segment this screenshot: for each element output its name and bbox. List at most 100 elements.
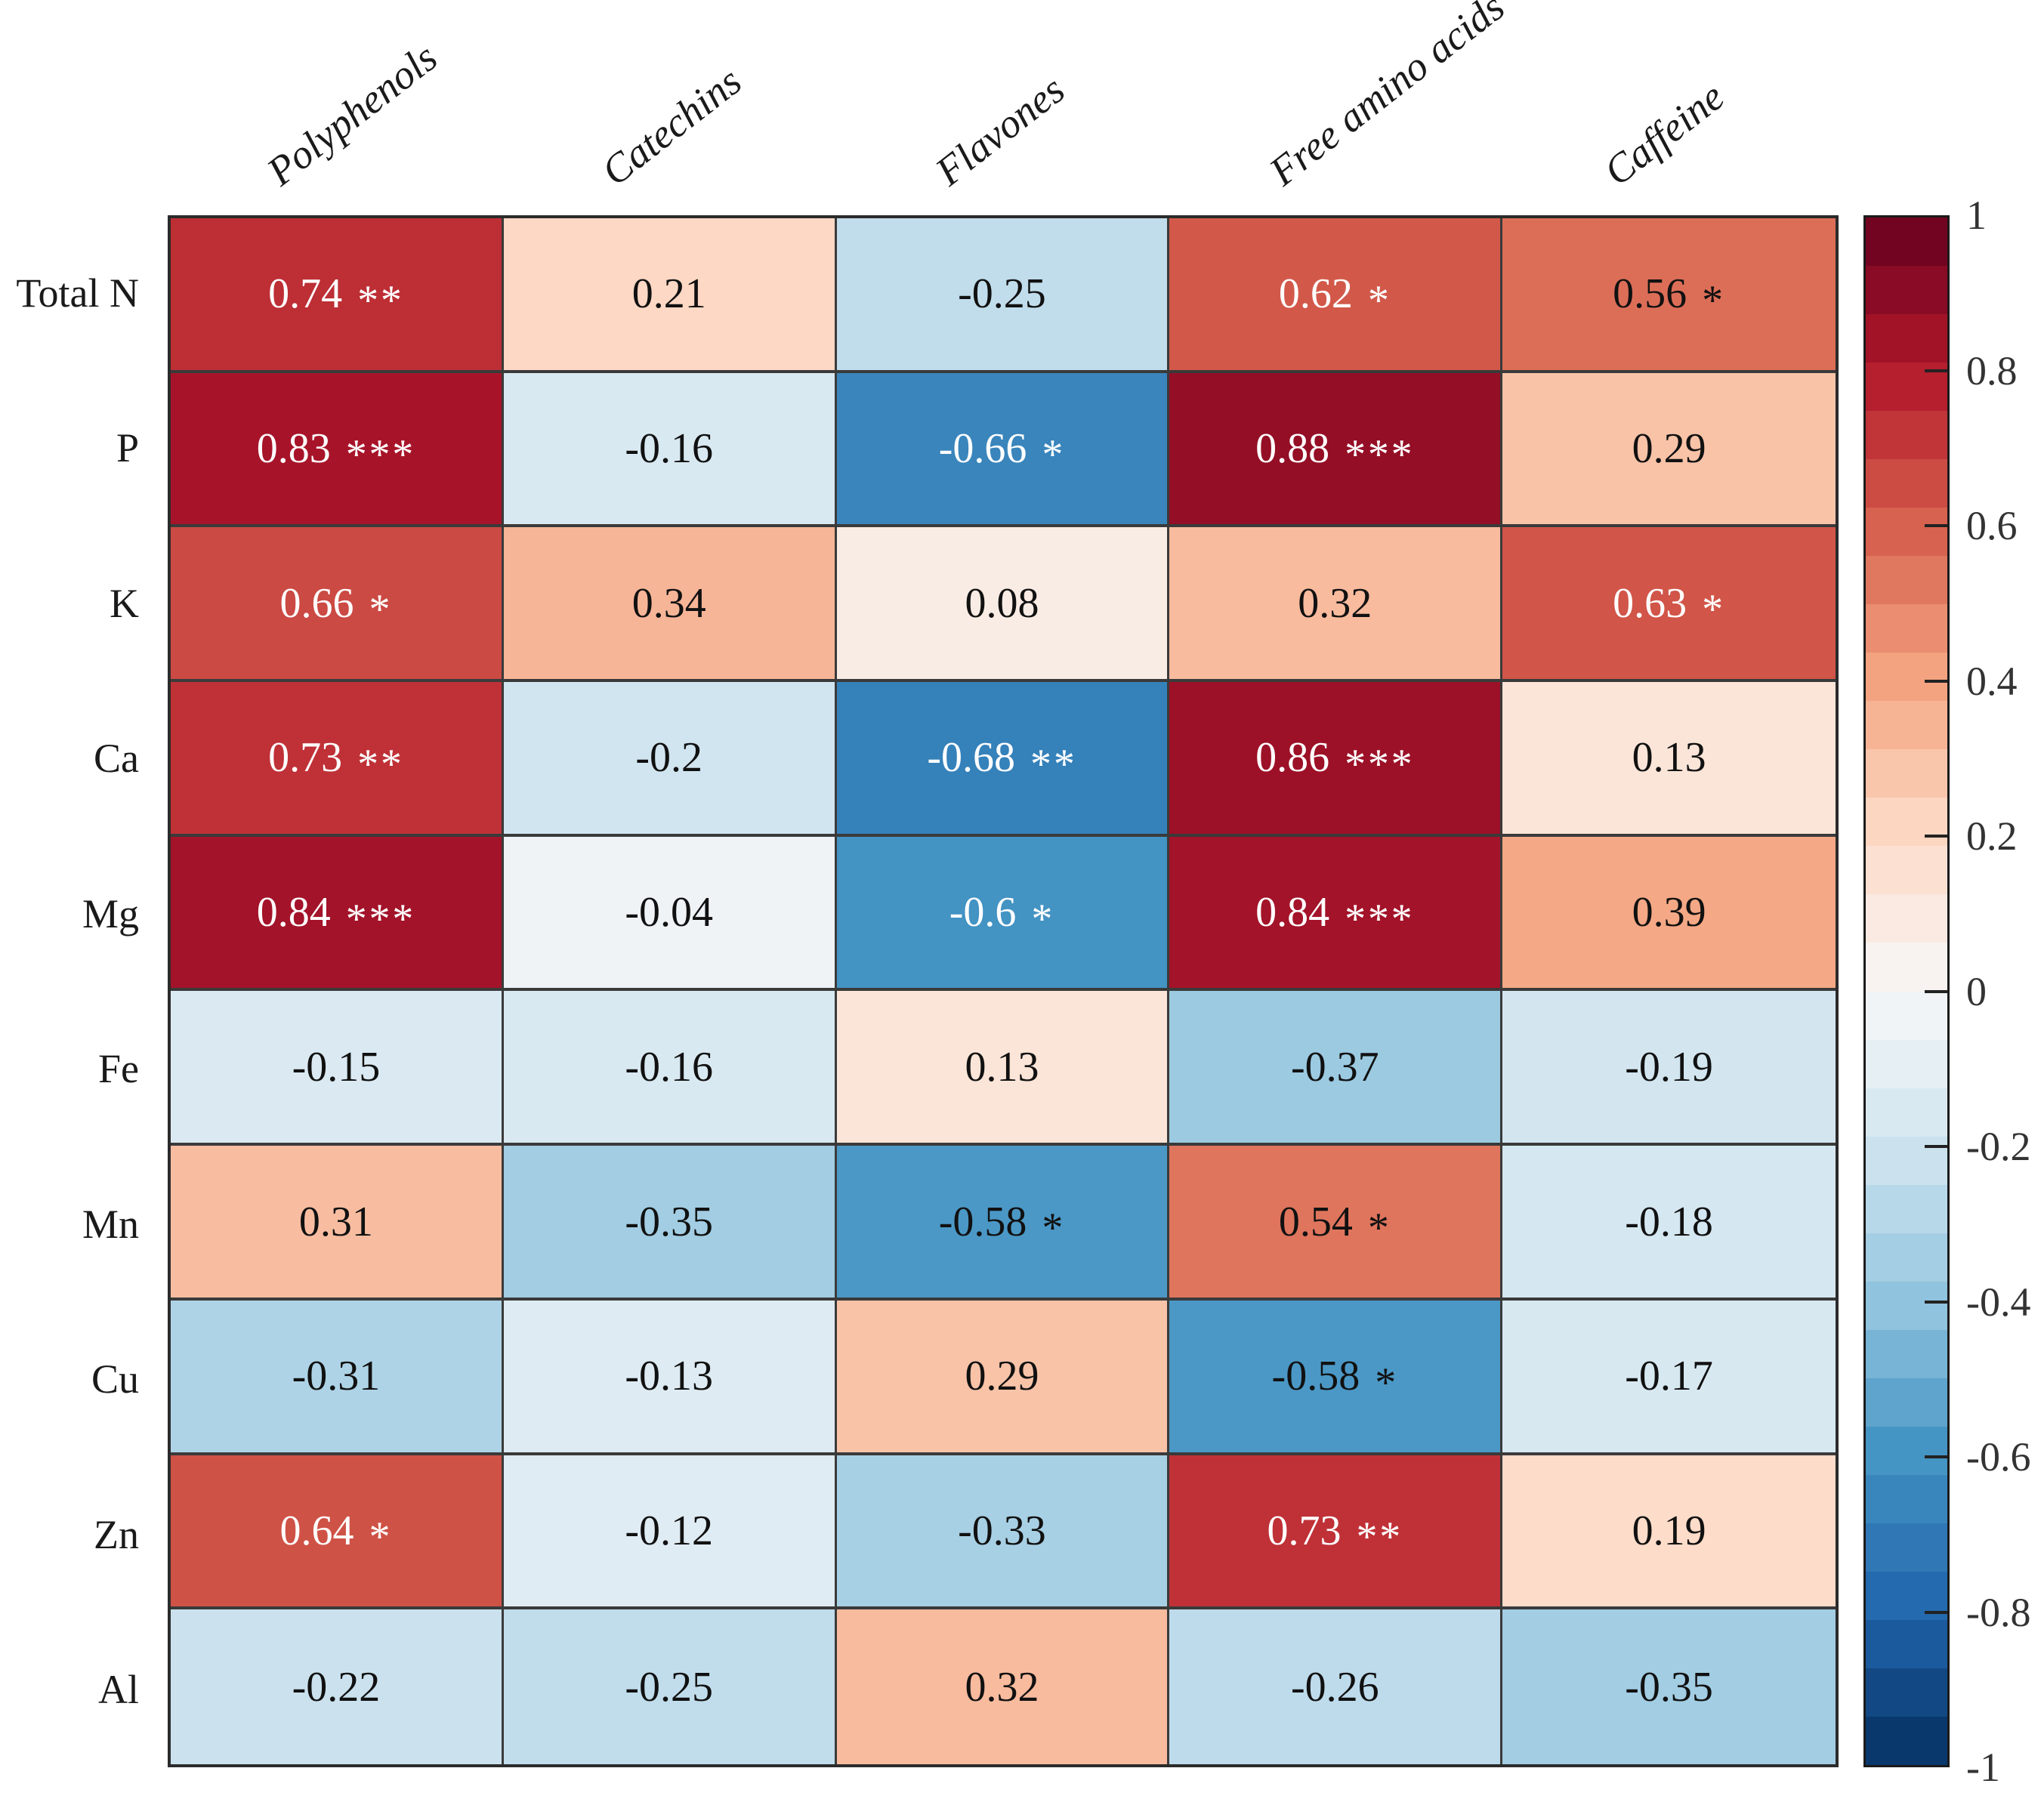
significance-stars: *** (1345, 895, 1415, 943)
colorbar-step (1866, 1136, 1947, 1185)
row-label: K (110, 580, 139, 626)
colorbar-step (1866, 1716, 1947, 1765)
cell-value: 0.29 (965, 1353, 1039, 1400)
cell-value: -0.17 (1625, 1353, 1713, 1400)
heatmap-cell: -0.35 (1502, 1609, 1836, 1764)
heatmap-cell: 0.83 *** (171, 372, 504, 528)
colorbar-tick-label: -0.4 (1966, 1279, 2031, 1325)
cell-value: -0.31 (292, 1353, 381, 1400)
colorbar-tick (1925, 1300, 1947, 1304)
colorbar-step (1866, 604, 1947, 653)
cell-value: 0.86 (1255, 734, 1330, 782)
cell-value: 0.08 (965, 579, 1039, 627)
colorbar-step (1866, 798, 1947, 847)
cell-value: 0.54 (1278, 1198, 1353, 1245)
cell-value: -0.26 (1290, 1663, 1379, 1711)
colorbar-tick-label: 1 (1966, 193, 1987, 238)
cell-value: 0.34 (631, 579, 706, 627)
heatmap-cell: 0.74 ** (171, 218, 504, 373)
cell-value: 0.64 (279, 1507, 354, 1554)
heatmap-cell: -0.58 * (836, 1146, 1170, 1301)
cell-value: -0.2 (635, 734, 703, 782)
heatmap-cell: 0.86 *** (1169, 682, 1503, 837)
heatmap-cell: 0.19 (1502, 1455, 1836, 1610)
significance-stars: ** (1030, 740, 1077, 788)
heatmap-cell: 0.66 * (171, 527, 504, 683)
colorbar-step (1866, 1233, 1947, 1282)
colorbar-step (1866, 1039, 1947, 1088)
heatmap-cell: -0.35 (503, 1146, 837, 1301)
colorbar-step (1866, 1329, 1947, 1378)
significance-stars: ** (1356, 1514, 1403, 1561)
cell-value: 0.32 (965, 1663, 1039, 1711)
colorbar-tick (1925, 369, 1947, 372)
heatmap-cell: -0.16 (503, 991, 837, 1146)
colorbar-step (1866, 218, 1947, 267)
colorbar-step (1866, 1668, 1947, 1717)
cell-value: 0.39 (1632, 889, 1706, 937)
colorbar-step (1866, 556, 1947, 605)
significance-stars: * (1367, 276, 1391, 324)
heatmap-cell: -0.33 (836, 1455, 1170, 1610)
heatmap-cell: 0.73 ** (1169, 1455, 1503, 1610)
column-header: Polyphenols (258, 34, 446, 195)
significance-stars: * (369, 1514, 393, 1561)
row-label: Fe (98, 1046, 139, 1092)
heatmap-cell: 0.13 (836, 991, 1170, 1146)
heatmap-cell: -0.16 (503, 372, 837, 528)
row-label: Mn (82, 1201, 139, 1247)
cell-value: 0.21 (631, 270, 706, 318)
column-header: Catechins (592, 58, 750, 195)
cell-value: 0.62 (1278, 270, 1353, 318)
colorbar-tick-label: 0.2 (1966, 813, 2018, 859)
cell-value: -0.66 (938, 425, 1027, 473)
colorbar-tick-label: 0.8 (1966, 347, 2018, 393)
cell-value: 0.31 (298, 1198, 373, 1245)
colorbar-tick (1925, 1145, 1947, 1148)
cell-value: -0.12 (625, 1507, 714, 1554)
cell-value: -0.18 (1625, 1198, 1713, 1245)
colorbar-tick-label: -0.6 (1966, 1434, 2031, 1480)
colorbar-step (1866, 846, 1947, 895)
heatmap-cell: 0.88 *** (1169, 372, 1503, 528)
cell-value: 0.19 (1632, 1507, 1706, 1554)
colorbar (1863, 215, 1950, 1767)
colorbar-step (1866, 1426, 1947, 1475)
row-label: Al (98, 1667, 139, 1713)
significance-stars: *** (1345, 740, 1415, 788)
heatmap-cell: -0.2 (503, 682, 837, 837)
row-label: Total N (16, 270, 139, 316)
heatmap-cell: 0.73 ** (171, 682, 504, 837)
heatmap-cell: -0.6 * (836, 836, 1170, 992)
significance-stars: * (369, 586, 393, 634)
heatmap-cell: 0.63 * (1502, 527, 1836, 683)
cell-value: -0.35 (625, 1198, 714, 1245)
cell-value: -0.58 (938, 1198, 1027, 1245)
significance-stars: *** (345, 431, 416, 479)
cell-value: -0.16 (625, 425, 714, 473)
significance-stars: ** (357, 276, 404, 324)
heatmap-cell: 0.29 (836, 1300, 1170, 1455)
cell-value: -0.15 (292, 1043, 381, 1091)
cell-value: 0.84 (256, 889, 331, 937)
colorbar-step (1866, 1523, 1947, 1572)
colorbar-step (1866, 1619, 1947, 1668)
cell-value: 0.73 (268, 734, 343, 782)
colorbar-tick (1925, 835, 1947, 838)
significance-stars: *** (1345, 431, 1415, 479)
cell-value: 0.74 (268, 270, 343, 318)
colorbar-step (1866, 943, 1947, 992)
cell-value: -0.13 (625, 1353, 714, 1400)
colorbar-tick (1925, 524, 1947, 527)
colorbar-tick-label: 0 (1966, 968, 1987, 1014)
column-header: Free amino acids (1261, 0, 1513, 195)
heatmap-cell: -0.58 * (1169, 1300, 1503, 1455)
cell-value: -0.35 (1625, 1663, 1713, 1711)
heatmap-cell: -0.19 (1502, 991, 1836, 1146)
significance-stars: * (1702, 586, 1725, 634)
cell-value: 0.66 (279, 579, 354, 627)
heatmap-cell: 0.39 (1502, 836, 1836, 992)
significance-stars: * (1031, 895, 1055, 943)
cell-value: -0.37 (1290, 1043, 1379, 1091)
heatmap-cell: -0.04 (503, 836, 837, 992)
